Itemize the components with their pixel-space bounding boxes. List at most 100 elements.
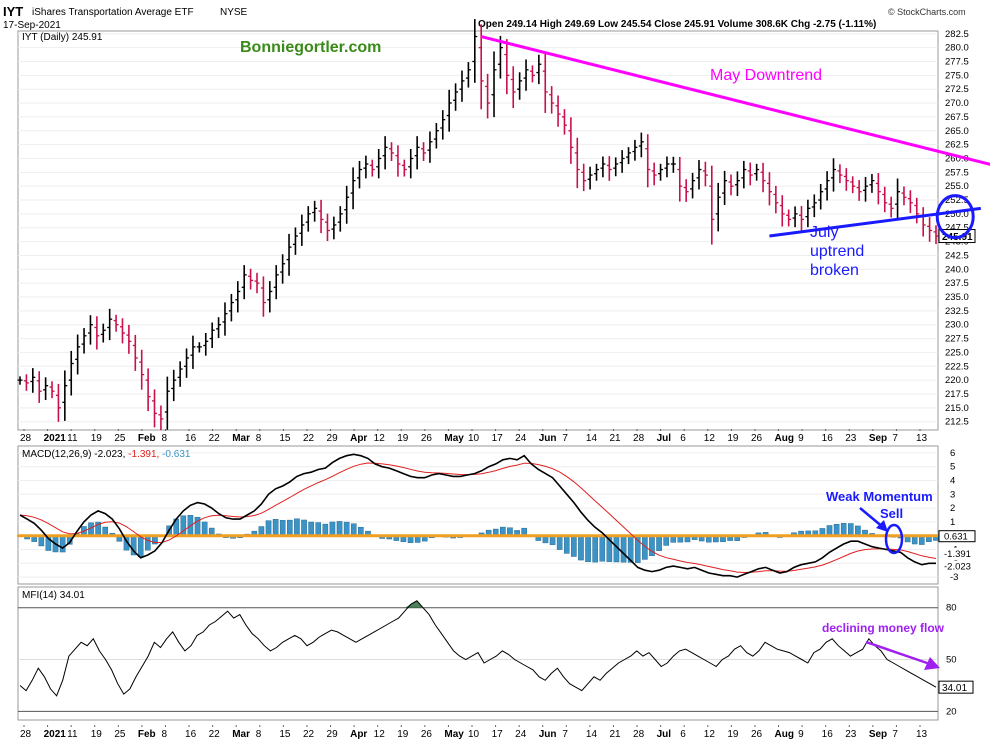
- price-bar: [68, 350, 74, 396]
- x-tick-label: 8: [256, 729, 262, 740]
- price-bar: [126, 324, 132, 354]
- x-tick-label: 15: [279, 729, 291, 740]
- price-bar: [747, 162, 753, 186]
- price-tick-label: 280.0: [945, 43, 969, 54]
- x-tick-label: 16: [185, 433, 197, 444]
- price-bar: [702, 161, 708, 187]
- broken-label: broken: [810, 262, 859, 279]
- price-bar: [805, 199, 811, 228]
- x-tick-label: 28: [633, 433, 645, 444]
- sell-arrowhead: [876, 520, 888, 532]
- macd-panel-label: MACD(12,26,9) -2.023, -1.391, -0.631: [22, 449, 191, 460]
- x-tick-label: 8: [161, 433, 167, 444]
- x-tick-label: May: [444, 729, 464, 740]
- macd-hist-bar: [350, 523, 357, 536]
- x-tick-label: 10: [468, 729, 480, 740]
- x-tick-label: 16: [822, 729, 834, 740]
- x-tick-label: 7: [892, 433, 898, 444]
- price-tick-label: 265.0: [945, 126, 969, 137]
- macd-hist-bar: [329, 521, 336, 536]
- declining-arrowhead: [924, 657, 940, 670]
- price-bar: [216, 317, 222, 339]
- price-bar: [107, 308, 113, 341]
- x-tick-label: Aug: [775, 433, 794, 444]
- price-bar: [158, 405, 164, 431]
- x-tick-label: 7: [562, 433, 568, 444]
- macd-grid: [18, 452, 938, 578]
- x-tick-label: 24: [515, 433, 527, 444]
- x-tick-label: Mar: [232, 729, 250, 740]
- price-bar: [190, 335, 196, 369]
- x-tick-label: 11: [67, 433, 78, 444]
- price-bar: [87, 315, 93, 345]
- price-bar: [933, 225, 939, 245]
- price-bar: [831, 158, 837, 192]
- macd-hist-bar: [59, 535, 66, 553]
- price-bar: [632, 139, 638, 161]
- macd-tick-label: 3: [950, 489, 955, 500]
- x-tick-label: 25: [114, 433, 126, 444]
- source-credit: © StockCharts.com: [888, 7, 966, 17]
- price-bar: [863, 176, 869, 202]
- weak-momentum-label: Weak Momentum: [826, 489, 933, 504]
- price-bar: [561, 109, 567, 135]
- price-bar: [895, 178, 901, 221]
- price-bar: [696, 160, 702, 190]
- macd-hist-bar: [578, 535, 584, 561]
- price-tick-label: 225.0: [945, 347, 969, 358]
- price-tick-label: 275.0: [945, 70, 969, 81]
- mfi-panel-frame: [17, 586, 939, 721]
- price-bar: [30, 368, 36, 393]
- price-bar: [497, 35, 503, 79]
- price-bar: [670, 156, 676, 173]
- price-bar: [510, 66, 516, 109]
- price-bar: [875, 173, 881, 205]
- price-bar: [62, 370, 68, 421]
- x-tick-label: 28: [20, 729, 32, 740]
- price-bar: [453, 83, 459, 111]
- price-bar: [824, 171, 830, 201]
- macd-hist-bar: [265, 520, 272, 536]
- price-tick-label: 247.5: [945, 223, 969, 234]
- price-bar: [440, 110, 446, 140]
- price-bar: [651, 162, 657, 186]
- macd-hist-bar: [38, 535, 45, 547]
- price-x-axis: 28 2021 11 19 25 Feb 8 16 22 Mar 8 15 22 29 Apr 12 19 26 M…: [20, 429, 928, 444]
- price-tick-label: 232.5: [945, 306, 969, 317]
- price-tick-label: 235.0: [945, 292, 969, 303]
- x-tick-label: 23: [845, 433, 857, 444]
- price-tick-label: 257.5: [945, 167, 969, 178]
- x-tick-label: 19: [397, 433, 409, 444]
- price-bar: [626, 147, 632, 165]
- price-bar: [754, 163, 760, 181]
- macd-panel-frame: [17, 445, 939, 585]
- macd-tick-label: 4: [950, 476, 955, 487]
- macd-value-label: -2.023: [944, 562, 971, 573]
- price-panel-frame: [17, 30, 939, 431]
- x-tick-label: 15: [279, 433, 291, 444]
- price-bar: [888, 196, 894, 218]
- price-tick-label: 227.5: [945, 334, 969, 345]
- price-bar: [882, 186, 888, 213]
- price-bar: [260, 276, 266, 317]
- price-bar: [241, 265, 247, 300]
- declining-arrow: [865, 640, 931, 666]
- price-tick-label: 277.5: [945, 56, 969, 67]
- x-tick-label: 22: [303, 729, 315, 740]
- fund-name: iShares Transportation Average ETF: [32, 7, 194, 18]
- macd-signal-line: [19, 462, 937, 574]
- mfi-line: [19, 600, 937, 697]
- x-tick-label: 16: [185, 729, 197, 740]
- price-bar: [331, 216, 337, 240]
- price-tick-label: 282.5: [945, 29, 969, 40]
- macd-tick-label: -3: [950, 572, 958, 583]
- price-bar: [677, 156, 683, 202]
- july-label: July: [810, 224, 838, 241]
- price-bar: [356, 160, 362, 189]
- price-bar: [920, 207, 926, 237]
- x-tick-label: Feb: [138, 433, 156, 444]
- price-bar: [228, 293, 234, 322]
- price-bar: [414, 136, 420, 170]
- x-tick-label: 28: [20, 433, 32, 444]
- price-bar: [23, 374, 29, 391]
